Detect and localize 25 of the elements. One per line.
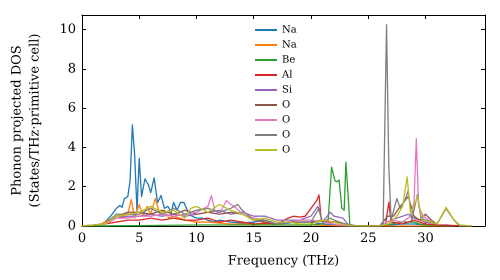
y-tick-label: 2	[68, 179, 76, 194]
y-axis-title: Phonon projected DOS (States/THz·primitive cell)	[10, 33, 42, 208]
legend-label: Na	[282, 40, 297, 50]
x-tick-label: 25	[360, 231, 376, 246]
x-tick-label: 20	[302, 231, 320, 246]
legend-label: O	[282, 100, 290, 110]
line-series	[81, 176, 472, 227]
legend-label: O	[282, 130, 290, 140]
x-tick-label: 30	[417, 231, 434, 246]
x-tick-label: 0	[78, 231, 86, 246]
x-axis-title: Frequency (THz)	[228, 254, 340, 268]
y-tick-label: 4	[68, 140, 76, 155]
y-tick-label: 0	[68, 218, 76, 234]
x-tick-label: 5	[135, 231, 144, 246]
legend-label: Al	[281, 70, 292, 80]
legend-label: Na	[282, 24, 297, 36]
y-tick-label: 10	[59, 22, 76, 38]
legend-label: Be	[282, 54, 296, 66]
y-tick-label: 8	[68, 61, 76, 76]
legend-label: O	[282, 114, 290, 126]
legend-label: O	[282, 144, 290, 156]
x-tick-label: 10	[188, 231, 205, 246]
x-tick-label: 15	[245, 231, 262, 246]
y-tick-label: 6	[68, 100, 76, 116]
legend-label: Si	[282, 84, 292, 96]
